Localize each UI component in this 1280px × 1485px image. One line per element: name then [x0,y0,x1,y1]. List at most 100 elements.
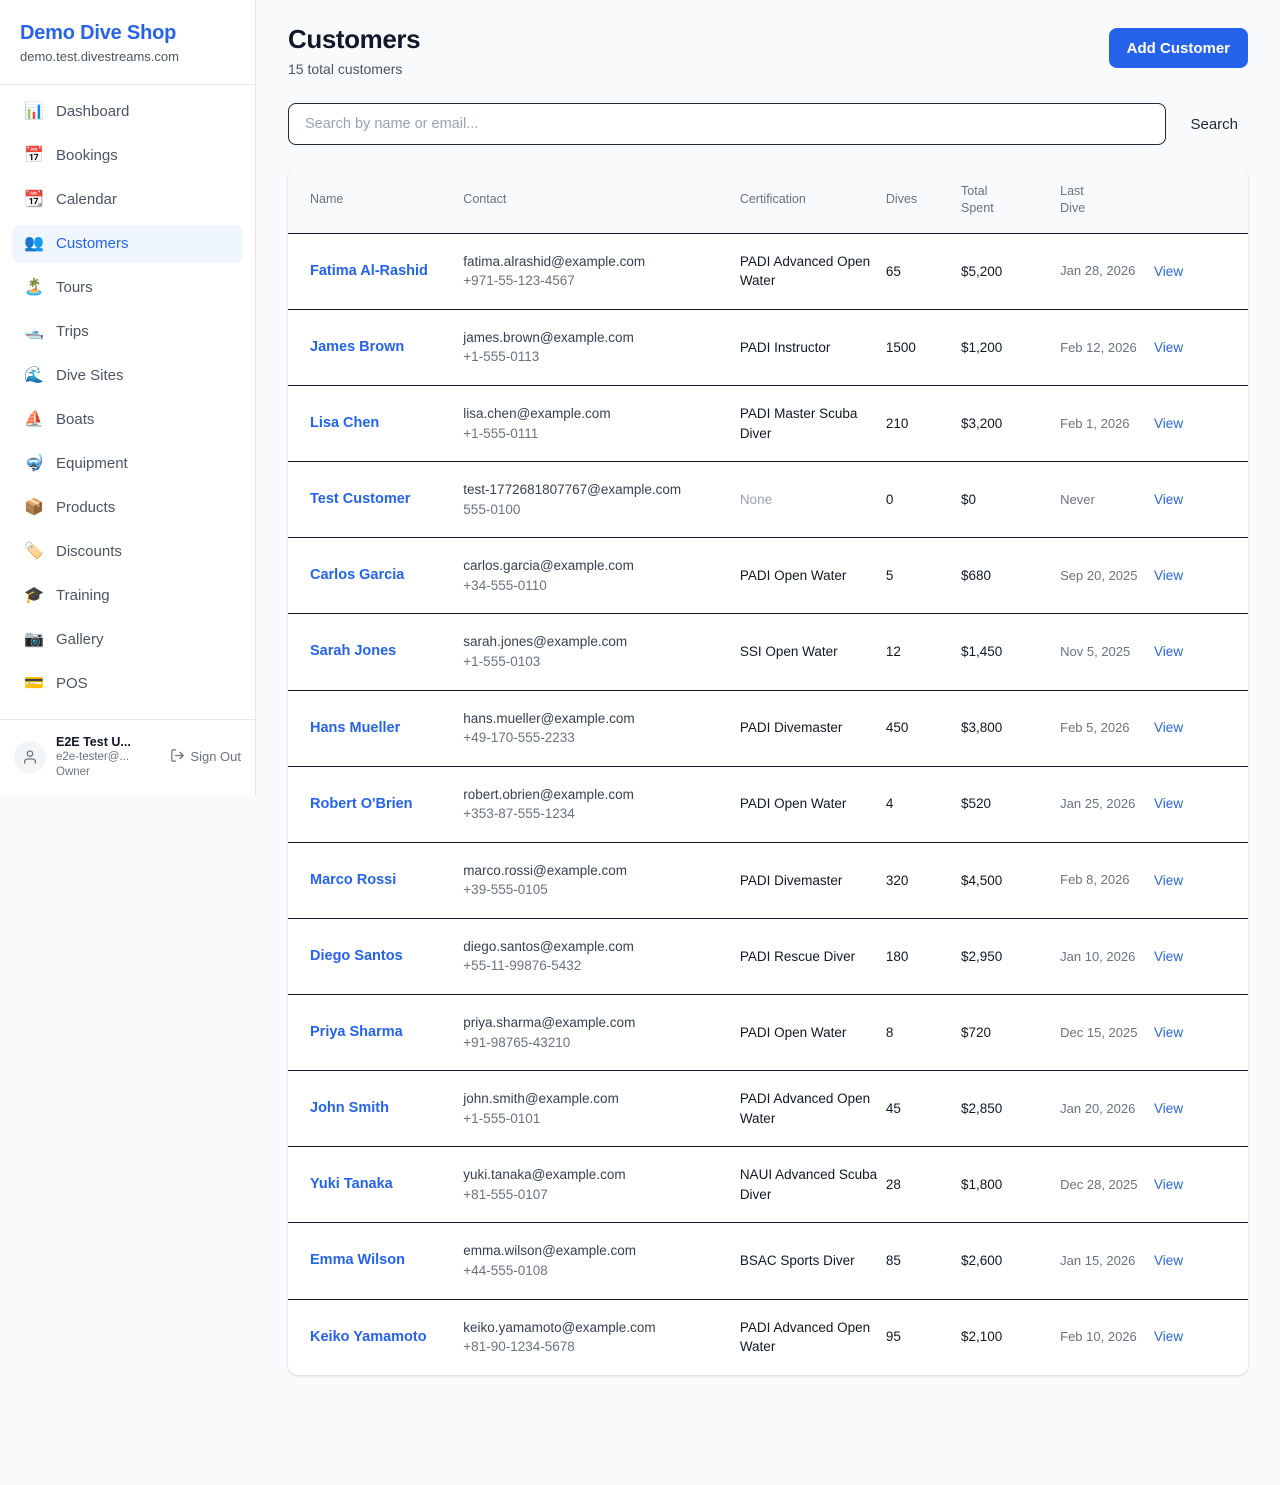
customer-dives: 0 [885,491,894,507]
cell-total-spent: $4,500 [961,842,1061,919]
customer-name-link[interactable]: Carlos Garcia [310,567,405,584]
table-row: James Brown james.brown@example.com +1-555… [288,309,1248,387]
sidebar-item-calendar[interactable]: 📆 Calendar [12,181,243,219]
customer-email: john.smith@example.com [463,1091,619,1107]
customer-name-link[interactable]: Keiko Yamamoto [310,1328,427,1345]
sidebar-item-boats[interactable]: ⛵ Boats [12,401,243,439]
user-email: e2e-tester@... [56,750,130,763]
cell-last-dive: Feb 12, 2026 [1060,309,1155,387]
view-customer-link[interactable]: View [1154,1253,1184,1269]
sidebar-item-dashboard[interactable]: 📊 Dashboard [12,93,243,131]
customers-table-card: Name Contact Certification Dives Total S… [288,167,1248,1375]
view-customer-link[interactable]: View [1154,720,1184,736]
cell-certification: SSI Open Water [739,613,886,691]
customer-total-spent: $2,100 [961,1329,1003,1345]
cell-last-dive: Jan 25, 2026 [1060,766,1155,843]
view-customer-link[interactable]: View [1154,263,1184,279]
view-customer-link[interactable]: View [1154,872,1184,888]
view-customer-link[interactable]: View [1154,339,1184,355]
customer-email: fatima.alrashid@example.com [463,253,646,269]
cell-total-spent: $2,850 [961,1070,1061,1148]
table-head: Name Contact Certification Dives Total S… [288,167,1248,234]
customer-name-link[interactable]: Sarah Jones [310,643,397,660]
column-header-certification: Certification [739,167,886,234]
search-input[interactable] [288,103,1167,145]
user-meta: E2E Test U... e2e-tester@... Owner [56,734,160,779]
add-customer-button[interactable]: Add Customer [1108,28,1248,68]
page-title: Customers [288,24,421,54]
sidebar-item-customers[interactable]: 👥 Customers [12,224,243,263]
cell-last-dive: Never [1060,461,1155,539]
cell-last-dive: Feb 1, 2026 [1060,385,1155,463]
cell-contact: fatima.alrashid@example.com +971-55-123-4… [463,233,740,310]
sidebar-item-trips[interactable]: 🛥️ Trips [12,313,243,351]
customer-dives: 65 [885,263,901,279]
customer-name-link[interactable]: Priya Sharma [310,1024,403,1041]
customer-certification: PADI Advanced Open Water [739,1091,871,1126]
cell-total-spent: $1,800 [961,1146,1061,1224]
diving-mask-icon: 🤿 [24,454,44,472]
customer-last-dive: Dec 28, 2025 [1060,1176,1138,1192]
view-customer-link[interactable]: View [1154,491,1184,507]
sidebar-item-bookings[interactable]: 📅 Bookings [12,137,243,175]
customer-last-dive: Dec 15, 2025 [1060,1024,1138,1040]
customer-dives: 320 [885,872,909,888]
sidebar-item-products[interactable]: 📦 Products [12,489,243,527]
sidebar-item-dive-sites[interactable]: 🌊 Dive Sites [12,357,243,395]
customer-total-spent: $680 [961,568,992,584]
customer-name-link[interactable]: Robert O'Brien [310,795,413,812]
view-customer-link[interactable]: View [1154,1329,1184,1345]
sidebar-nav: 📊 Dashboard 📅 Bookings 📆 Calendar 👥 Customers 🏝️… [0,85,255,719]
sidebar-item-equipment[interactable]: 🤿 Equipment [12,445,243,483]
table-row: Carlos Garcia carlos.garcia@example.com +3… [288,537,1248,615]
view-customer-link[interactable]: View [1154,948,1184,964]
customer-dives: 5 [885,568,894,584]
customer-name-link[interactable]: James Brown [310,338,405,355]
cell-dives: 95 [886,1299,961,1375]
cell-name: John Smith [288,1070,464,1148]
cell-dives: 4 [885,766,962,843]
customer-email: test-1772681807767@example.com [463,482,682,498]
sidebar-item-pos[interactable]: 💳 POS [12,665,243,703]
customer-name-link[interactable]: Fatima Al-Rashid [310,262,428,279]
view-customer-link[interactable]: View [1154,415,1184,431]
search-button[interactable]: Search [1180,103,1248,145]
customer-phone: +1-555-0113 [463,349,540,365]
customer-last-dive: Never [1060,491,1095,507]
customer-name-link[interactable]: Test Customer [310,491,411,508]
customer-name-link[interactable]: John Smith [310,1100,389,1117]
cell-dives: 320 [885,842,962,919]
view-customer-link[interactable]: View [1154,796,1184,812]
cell-name: Marco Rossi [288,842,464,919]
sidebar-item-discounts[interactable]: 🏷️ Discounts [12,533,243,571]
customer-certification: PADI Advanced Open Water [739,1319,871,1355]
view-customer-link[interactable]: View [1154,1024,1184,1040]
view-customer-link[interactable]: View [1154,1100,1184,1116]
customer-name-link[interactable]: Yuki Tanaka [310,1176,393,1193]
cell-contact: john.smith@example.com +1-555-0101 [463,1070,740,1148]
credit-card-icon: 💳 [24,674,44,692]
cell-certification: PADI Master Scuba Diver [739,385,886,463]
customer-name-link[interactable]: Diego Santos [310,947,403,964]
view-customer-link[interactable]: View [1154,568,1184,584]
cell-actions: View [1154,1070,1248,1148]
sidebar-item-training[interactable]: 🎓 Training [12,577,243,615]
customer-name-link[interactable]: Lisa Chen [310,415,380,432]
cell-dives: 85 [885,1222,962,1300]
sidebar-item-tours[interactable]: 🏝️ Tours [12,269,243,307]
customer-name-link[interactable]: Hans Mueller [310,719,401,736]
customer-name-link[interactable]: Marco Rossi [310,871,397,888]
sidebar-item-gallery[interactable]: 📷 Gallery [12,621,243,659]
column-header-name: Name [288,167,464,234]
customer-certification: BSAC Sports Diver [739,1253,855,1269]
view-customer-link[interactable]: View [1154,1177,1184,1193]
sign-out-button[interactable]: Sign Out [170,748,241,766]
view-customer-link[interactable]: View [1154,644,1184,660]
cell-total-spent: $1,450 [961,613,1061,691]
customer-email: diego.santos@example.com [463,938,634,954]
customer-certification: PADI Advanced Open Water [739,253,871,289]
customer-name-link[interactable]: Emma Wilson [310,1252,405,1269]
customer-certification: SSI Open Water [739,644,838,660]
cell-contact: robert.obrien@example.com +353-87-555-123… [463,766,740,843]
cell-last-dive: Jan 20, 2026 [1060,1070,1155,1148]
